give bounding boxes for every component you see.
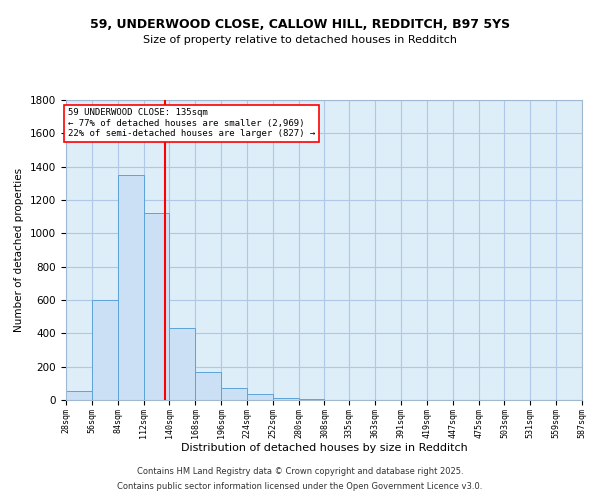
Text: 59 UNDERWOOD CLOSE: 135sqm
← 77% of detached houses are smaller (2,969)
22% of s: 59 UNDERWOOD CLOSE: 135sqm ← 77% of deta… bbox=[68, 108, 315, 138]
Bar bbox=[66, 391, 92, 400]
Text: 59, UNDERWOOD CLOSE, CALLOW HILL, REDDITCH, B97 5YS: 59, UNDERWOOD CLOSE, CALLOW HILL, REDDIT… bbox=[90, 18, 510, 30]
Y-axis label: Number of detached properties: Number of detached properties bbox=[14, 168, 25, 332]
Bar bbox=[195, 372, 221, 400]
Text: Contains HM Land Registry data © Crown copyright and database right 2025.: Contains HM Land Registry data © Crown c… bbox=[137, 467, 463, 476]
X-axis label: Distribution of detached houses by size in Redditch: Distribution of detached houses by size … bbox=[181, 443, 467, 453]
Bar bbox=[169, 328, 195, 400]
Bar bbox=[273, 398, 299, 400]
Text: Size of property relative to detached houses in Redditch: Size of property relative to detached ho… bbox=[143, 35, 457, 45]
Bar bbox=[299, 399, 325, 400]
Bar bbox=[143, 214, 169, 400]
Text: Contains public sector information licensed under the Open Government Licence v3: Contains public sector information licen… bbox=[118, 482, 482, 491]
Bar bbox=[247, 394, 273, 400]
Bar bbox=[118, 175, 143, 400]
Bar bbox=[92, 300, 118, 400]
Bar bbox=[221, 388, 247, 400]
